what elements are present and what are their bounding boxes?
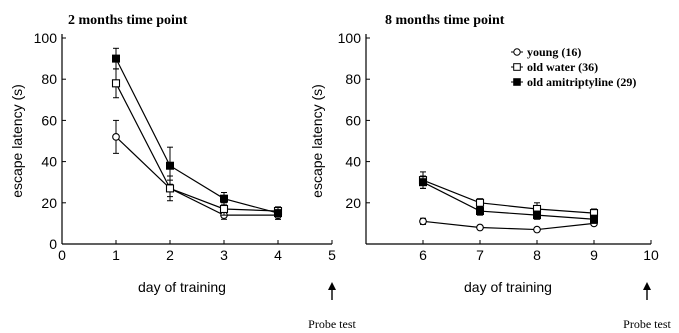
y-tick-label: 60 — [41, 112, 57, 128]
legend: young (16)old water (36)old amitriptylin… — [511, 45, 636, 89]
data-point — [112, 133, 120, 141]
y-tick-label: 80 — [345, 71, 361, 87]
data-point — [419, 217, 427, 226]
legend-marker — [513, 48, 521, 56]
data-point — [419, 178, 427, 187]
probe-arrow-head — [328, 282, 336, 290]
data-point — [476, 207, 484, 216]
series-open-square — [111, 68, 283, 216]
y-axis-label: escape latency (s) — [309, 84, 325, 198]
x-tick-label: 9 — [590, 247, 598, 263]
y-tick-label: 20 — [345, 195, 361, 211]
x-tick-label: 5 — [328, 247, 336, 263]
x-tick-label: 4 — [274, 247, 282, 263]
x-tick-label: 2 — [166, 247, 174, 263]
x-tick-label: 6 — [419, 247, 427, 263]
series-line — [115, 83, 279, 212]
y-tick-label: 80 — [41, 71, 57, 87]
x-tick-label: 7 — [476, 247, 484, 263]
y-tick-label: 40 — [345, 154, 361, 170]
data-point — [274, 209, 282, 218]
data-point — [475, 198, 485, 207]
y-axis-label: escape latency (s) — [9, 84, 25, 198]
probe-test-label: Probe test — [308, 317, 356, 331]
legend-label: young (16) — [527, 45, 581, 59]
x-axis-label: day of training — [138, 279, 226, 295]
series-line — [422, 220, 595, 231]
x-tick-label: 3 — [220, 247, 228, 263]
legend-marker — [513, 78, 521, 86]
legend-label: old water (36) — [527, 60, 598, 74]
series-line — [115, 58, 279, 214]
series-open-circle — [112, 119, 282, 220]
y-tick-label: 40 — [41, 154, 57, 170]
series-line — [422, 181, 595, 220]
data-point — [476, 223, 484, 232]
series-line — [422, 179, 595, 214]
data-point — [165, 184, 175, 193]
y-tick-label: 20 — [41, 195, 57, 211]
y-tick-label: 0 — [49, 236, 57, 252]
x-tick-label: 0 — [58, 247, 66, 263]
chart-panel-2: 8 months time point 20 40 60 80 100 6 7 8 9 10 day … — [309, 13, 671, 331]
probe-test-label: Probe test — [623, 317, 671, 331]
x-tick-label: 10 — [643, 247, 659, 263]
y-tick-label: 100 — [338, 30, 362, 46]
x-tick-label: 1 — [112, 247, 120, 263]
chart-title: 2 months time point — [68, 13, 188, 28]
data-point — [166, 161, 174, 170]
y-tick-label: 100 — [34, 30, 58, 46]
x-axis-label: day of training — [464, 279, 552, 295]
data-point — [112, 54, 120, 63]
series-open-circle — [419, 217, 598, 234]
data-point — [533, 225, 541, 234]
data-point — [220, 194, 228, 203]
data-point — [111, 79, 121, 88]
x-tick-label: 8 — [533, 247, 541, 263]
series-filled-square — [112, 47, 282, 220]
chart-title: 8 months time point — [385, 13, 505, 28]
y-tick-label: 60 — [345, 112, 361, 128]
chart-panel-1: 2 months time point 0 20 40 60 80 100 0 1 2 3 4 5 day… — [9, 13, 356, 331]
legend-marker — [513, 63, 521, 71]
data-point — [533, 211, 541, 220]
series-filled-square — [419, 175, 598, 224]
data-point — [590, 215, 598, 224]
series-line — [115, 136, 278, 216]
probe-arrow-head — [643, 282, 651, 290]
data-point — [219, 204, 229, 214]
legend-label: old amitriptyline (29) — [527, 75, 636, 89]
